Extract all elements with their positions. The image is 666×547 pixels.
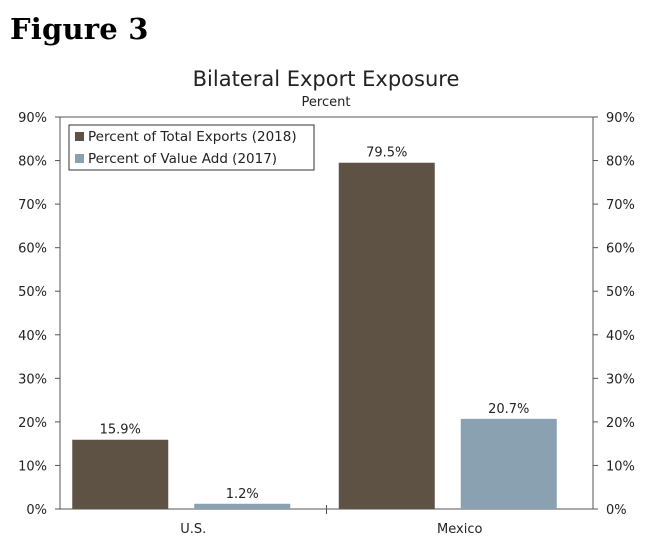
data-label: 20.7% — [488, 402, 529, 417]
y-tick-label-right: 90% — [606, 111, 635, 126]
legend-label: Percent of Value Add (2017) — [88, 151, 277, 167]
y-tick-label-left: 50% — [18, 285, 47, 300]
legend: Percent of Total Exports (2018) Percent o… — [68, 124, 315, 171]
legend-box — [68, 124, 315, 171]
category-label: Mexico — [437, 522, 482, 537]
chart-subtitle: Percent — [302, 95, 351, 110]
y-tick-label-left: 40% — [18, 329, 47, 344]
y-tick-label-left: 70% — [18, 198, 47, 213]
y-tick-label-right: 80% — [606, 155, 635, 170]
bars-group — [72, 162, 557, 509]
category-label: U.S. — [180, 522, 206, 537]
data-labels-group: 15.9% 1.2% 79.5% 20.7% — [100, 146, 530, 502]
y-tick-label-left: 30% — [18, 372, 47, 387]
y-axis-right: 0% 10% 20% 30% 40% 50% 60% 70% 80% 90% — [593, 111, 635, 518]
y-tick-label-left: 60% — [18, 242, 47, 257]
y-tick-label-right: 40% — [606, 329, 635, 344]
y-tick-label-right: 30% — [606, 372, 635, 387]
category-axis: U.S. Mexico — [180, 505, 482, 537]
y-axis-left: 0% 10% 20% 30% 40% 50% 60% 70% 80% 90% — [18, 111, 60, 518]
y-tick-label-right: 20% — [606, 416, 635, 431]
y-tick-label-right: 60% — [606, 242, 635, 257]
y-tick-label-left: 0% — [26, 503, 47, 518]
bar — [72, 439, 169, 509]
legend-label: Percent of Total Exports (2018) — [88, 129, 297, 145]
data-label: 1.2% — [226, 487, 259, 502]
bar — [338, 162, 435, 509]
data-label: 79.5% — [366, 146, 407, 161]
y-tick-label-left: 90% — [18, 111, 47, 126]
bar — [194, 503, 291, 509]
y-tick-label-left: 10% — [18, 459, 47, 474]
bar — [460, 418, 557, 509]
legend-swatch — [75, 132, 84, 141]
y-tick-label-right: 50% — [606, 285, 635, 300]
legend-swatch — [75, 154, 84, 163]
y-tick-label-right: 0% — [606, 503, 627, 518]
data-label: 15.9% — [100, 423, 141, 438]
y-tick-label-right: 70% — [606, 198, 635, 213]
y-tick-label-left: 20% — [18, 416, 47, 431]
y-tick-label-left: 80% — [18, 155, 47, 170]
y-tick-label-right: 10% — [606, 459, 635, 474]
figure-label: Figure 3 — [10, 12, 149, 46]
chart-title: Bilateral Export Exposure — [193, 67, 460, 91]
